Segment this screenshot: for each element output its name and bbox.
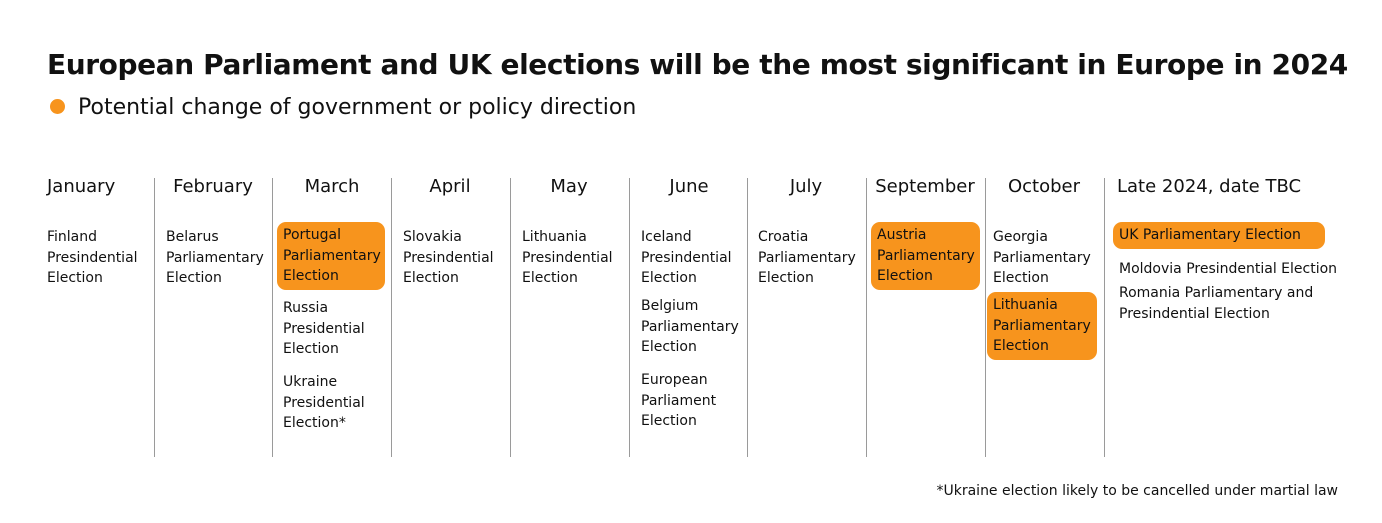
election-event: European Parliament Election [641, 372, 717, 429]
election-event: Belgium Parliamentary Election [641, 298, 739, 355]
month-divider [1104, 178, 1105, 457]
month-divider [154, 178, 155, 457]
election-event-highlighted: Austria Parliamentary Election [871, 222, 980, 290]
election-event: Iceland Presindential Election [641, 229, 732, 286]
election-event: Ukraine Presidential Election* [283, 374, 365, 431]
month-label: July [789, 176, 823, 197]
month-divider [510, 178, 511, 457]
election-event: Georgia Parliamentary Election [993, 229, 1091, 286]
month-label: April [429, 176, 471, 197]
month-label: February [173, 176, 253, 197]
legend: Potential change of government or policy… [50, 95, 636, 120]
month-label: June [669, 176, 709, 197]
month-label: March [304, 176, 360, 197]
election-event-highlighted: UK Parliamentary Election [1113, 222, 1325, 249]
month-label: January [47, 176, 116, 197]
election-event: Moldovia Presindential Election [1119, 261, 1338, 277]
election-event-highlighted: Lithuania Parliamentary Election [987, 292, 1097, 360]
election-event: Russia Presidential Election [283, 300, 365, 357]
month-label: May [550, 176, 588, 197]
month-label: Late 2024, date TBC [1117, 176, 1302, 197]
month-label: September [875, 176, 975, 197]
month-label: October [1007, 176, 1081, 197]
election-event: Belarus Parliamentary Election [166, 229, 264, 286]
election-event: Finland Presindential Election [47, 229, 138, 286]
month-divider [391, 178, 392, 457]
month-divider [272, 178, 273, 457]
month-divider [747, 178, 748, 457]
election-event-highlighted: Portugal Parliamentary Election [277, 222, 385, 290]
month-divider [985, 178, 986, 457]
election-event: Croatia Parliamentary Election [758, 229, 856, 286]
legend-dot-icon [50, 99, 65, 114]
election-event: Slovakia Presindential Election [403, 229, 494, 286]
month-divider [866, 178, 867, 457]
legend-label: Potential change of government or policy… [78, 95, 637, 120]
election-event: Romania Parliamentary and Presindential … [1119, 285, 1314, 322]
page-title: European Parliament and UK elections wil… [47, 48, 1348, 81]
footnote: *Ukraine election likely to be cancelled… [936, 483, 1338, 499]
month-divider [629, 178, 630, 457]
election-event: Lithuania Presindential Election [522, 229, 613, 286]
